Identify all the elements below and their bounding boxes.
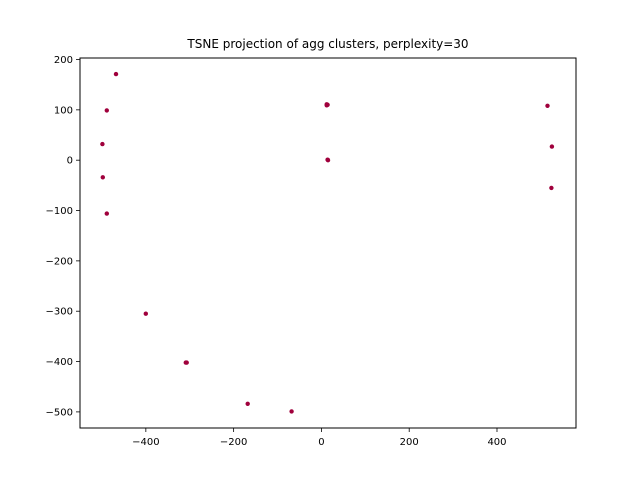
x-tick-label: 0 xyxy=(318,437,324,448)
x-tick-label: 200 xyxy=(400,437,419,448)
x-tick-label: −400 xyxy=(132,437,159,448)
data-point-8 xyxy=(245,401,250,406)
x-tick-label: −200 xyxy=(220,437,247,448)
plot-frame xyxy=(79,57,577,429)
points-layer xyxy=(100,71,555,414)
data-point-15 xyxy=(545,103,550,109)
y-tick-label: 200 xyxy=(54,55,73,66)
y-tick-label: 0 xyxy=(67,156,73,167)
y-tick-label: −400 xyxy=(46,357,73,368)
ticks-layer: −400 −200 0 200 400 200 100 0 −100 −200 −300 −400 −5… xyxy=(46,55,507,448)
data-point-2 xyxy=(100,141,105,147)
data-point-9 xyxy=(289,409,294,414)
data-point-4 xyxy=(104,211,110,216)
y-tick-label: 100 xyxy=(54,105,73,116)
y-tick-label: −100 xyxy=(46,206,73,217)
data-point-5 xyxy=(143,311,148,316)
data-point-17 xyxy=(549,185,554,191)
data-point-14 xyxy=(325,158,331,163)
data-point-3 xyxy=(100,175,106,180)
data-point-1 xyxy=(104,108,110,113)
y-tick-label: −300 xyxy=(46,307,73,318)
y-tick-label: −500 xyxy=(46,407,73,418)
data-point-0 xyxy=(113,71,119,77)
data-point-12 xyxy=(324,103,329,108)
x-tick-label: 400 xyxy=(487,437,506,448)
chart-title: TSNE projection of agg clusters, perplex… xyxy=(186,37,468,51)
data-point-16 xyxy=(549,144,555,149)
data-point-7 xyxy=(184,360,189,365)
y-tick-label: −200 xyxy=(46,256,73,267)
